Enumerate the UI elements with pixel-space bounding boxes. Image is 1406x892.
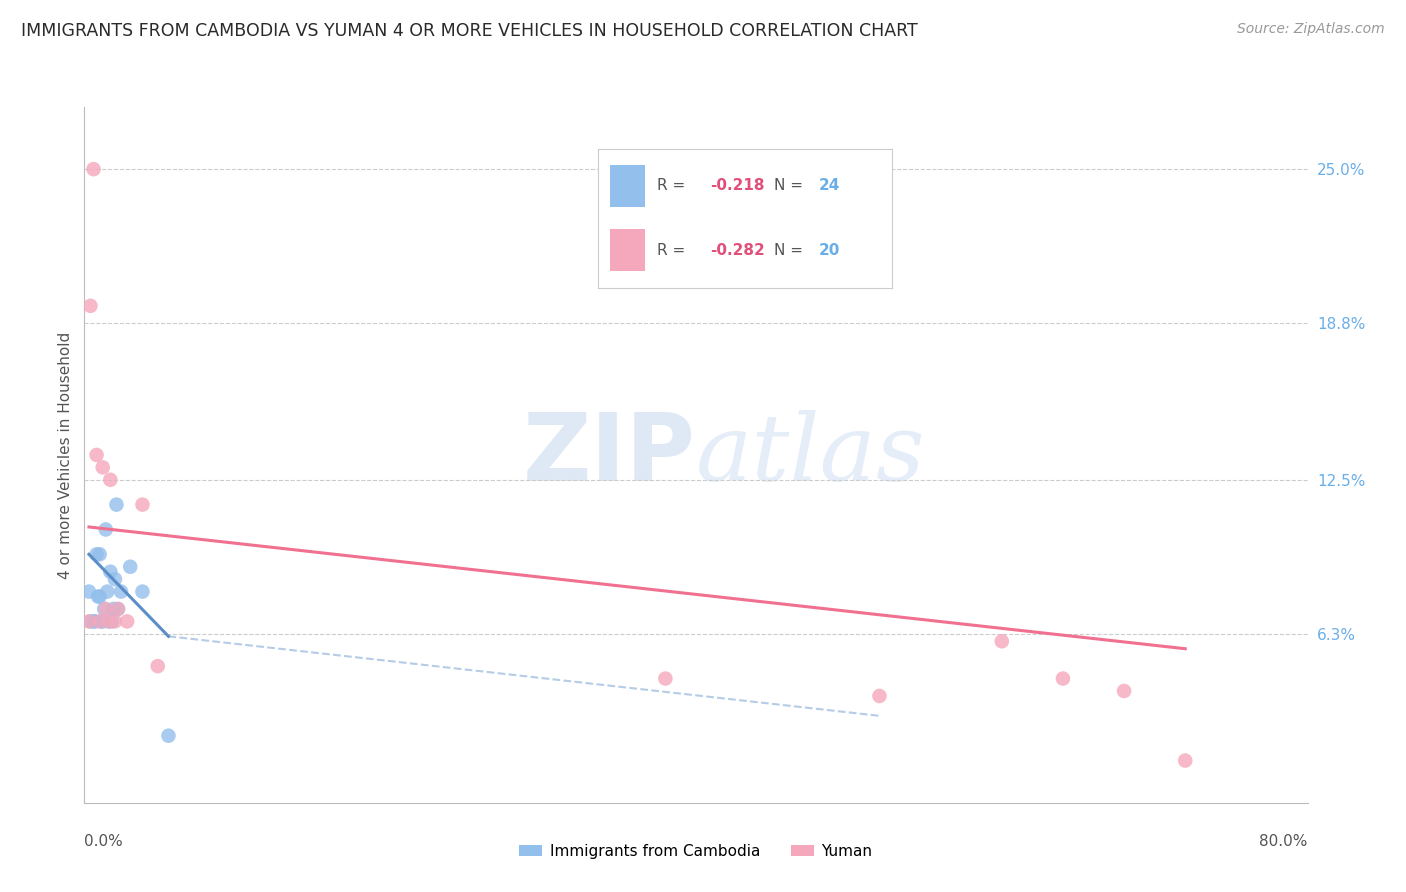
Point <box>98 473 121 487</box>
Point <box>89 547 111 561</box>
Point <box>107 602 129 616</box>
Point <box>1052 672 1074 686</box>
Text: atlas: atlas <box>696 410 925 500</box>
Point <box>84 615 107 629</box>
Point <box>104 572 127 586</box>
Text: -0.218: -0.218 <box>710 178 765 194</box>
Point <box>90 615 112 629</box>
Point <box>131 498 153 512</box>
Point <box>105 498 128 512</box>
Text: 20: 20 <box>818 243 839 258</box>
Point <box>101 615 124 629</box>
Point <box>87 590 110 604</box>
Text: N =: N = <box>775 243 803 258</box>
Text: 24: 24 <box>818 178 839 194</box>
Point <box>110 584 132 599</box>
Point <box>94 602 117 616</box>
Point <box>79 615 101 629</box>
Point <box>77 584 100 599</box>
Point <box>97 615 120 629</box>
Text: 0.0%: 0.0% <box>84 834 124 849</box>
Point <box>146 659 169 673</box>
Text: -0.282: -0.282 <box>710 243 765 258</box>
Point <box>77 615 100 629</box>
Point <box>1114 684 1136 698</box>
Point <box>97 615 120 629</box>
Point <box>991 634 1014 648</box>
Point <box>93 602 115 616</box>
Y-axis label: 4 or more Vehicles in Household: 4 or more Vehicles in Household <box>58 331 73 579</box>
Point <box>104 615 127 629</box>
Point <box>654 672 676 686</box>
Point <box>107 602 129 616</box>
Point <box>131 584 153 599</box>
Point <box>86 547 108 561</box>
Point <box>96 584 118 599</box>
Point <box>103 602 125 616</box>
Bar <box>610 229 645 271</box>
Bar <box>610 166 645 207</box>
Point <box>1174 754 1197 768</box>
Text: Source: ZipAtlas.com: Source: ZipAtlas.com <box>1237 22 1385 37</box>
Point <box>91 615 114 629</box>
Point <box>115 615 138 629</box>
Text: R =: R = <box>657 243 685 258</box>
Point <box>157 729 180 743</box>
Point <box>94 523 117 537</box>
Point <box>83 615 105 629</box>
Point <box>91 460 114 475</box>
Point <box>83 162 105 177</box>
Point <box>79 299 101 313</box>
Point <box>89 590 111 604</box>
Text: 80.0%: 80.0% <box>1260 834 1308 849</box>
Text: N =: N = <box>775 178 803 194</box>
Text: R =: R = <box>657 178 685 194</box>
Point <box>98 565 121 579</box>
Text: IMMIGRANTS FROM CAMBODIA VS YUMAN 4 OR MORE VEHICLES IN HOUSEHOLD CORRELATION CH: IMMIGRANTS FROM CAMBODIA VS YUMAN 4 OR M… <box>21 22 918 40</box>
Legend: Immigrants from Cambodia, Yuman: Immigrants from Cambodia, Yuman <box>513 838 879 864</box>
Text: ZIP: ZIP <box>523 409 696 501</box>
Point <box>89 615 111 629</box>
Point <box>120 559 142 574</box>
Point <box>869 689 891 703</box>
Point <box>86 448 108 462</box>
